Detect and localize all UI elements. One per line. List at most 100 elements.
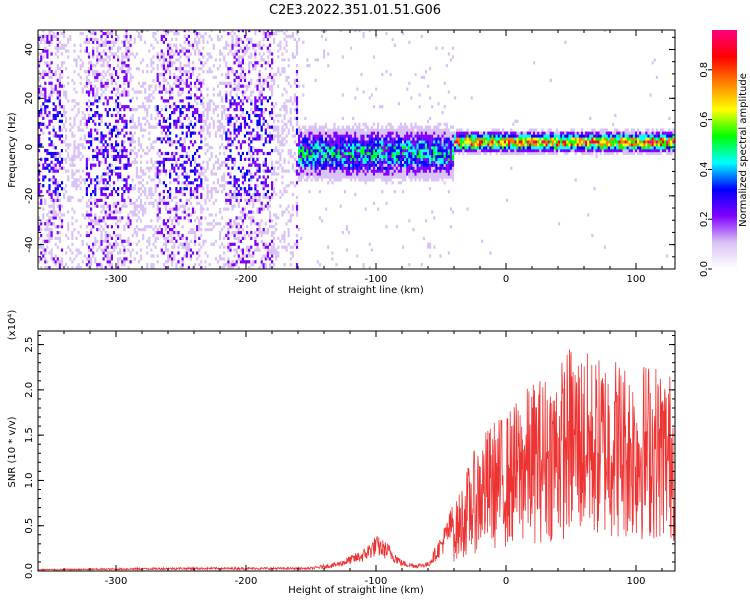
heatmap-cell [167, 239, 170, 243]
heatmap-cell [298, 163, 301, 167]
heatmap-cell [58, 40, 61, 44]
heatmap-cell [289, 166, 292, 170]
heatmap-cell [229, 245, 232, 249]
heatmap-cell [256, 149, 259, 153]
heatmap-cell [46, 233, 49, 238]
heatmap-cell [117, 236, 120, 240]
heatmap-cell [175, 207, 178, 211]
heatmap-cell [194, 81, 197, 85]
heatmap-cell [102, 204, 105, 208]
heatmap-cell [343, 169, 346, 173]
heatmap-cell [256, 131, 259, 135]
heatmap-cell [54, 169, 57, 173]
heatmap-cell [248, 187, 251, 191]
heatmap-cell [397, 172, 400, 176]
heatmap-cell [179, 111, 182, 115]
heatmap-cell [112, 43, 116, 47]
heatmap-cell [273, 81, 276, 85]
heatmap-cell [246, 99, 249, 103]
heatmap-cell [339, 146, 342, 150]
heatmap-cell [194, 96, 197, 100]
heatmap-cell [262, 228, 265, 232]
heatmap-cell [164, 239, 168, 243]
heatmap-cell [198, 222, 201, 226]
heatmap-cell [202, 70, 205, 74]
heatmap-cell [214, 154, 217, 159]
heatmap-cell [275, 213, 278, 217]
heatmap-cell [381, 125, 384, 129]
heatmap-cell [202, 55, 205, 59]
heatmap-cell [85, 125, 88, 129]
heatmap-cell [316, 151, 319, 156]
heatmap-cell [48, 187, 51, 191]
heatmap-cell [65, 157, 68, 161]
heatmap-cell [106, 154, 109, 159]
heatmap-cell [65, 40, 68, 44]
heatmap-cell [370, 160, 373, 164]
heatmap-cell [110, 81, 113, 85]
heatmap-cell [318, 131, 321, 135]
heatmap-cell [239, 154, 242, 159]
heatmap-cell [231, 263, 234, 267]
heatmap-cell [239, 113, 242, 118]
heatmap-cell [329, 163, 332, 167]
heatmap-cell [81, 116, 84, 120]
heatmap-cell [167, 236, 170, 240]
heatmap-cell [248, 163, 251, 167]
heatmap-cell [104, 37, 107, 41]
heatmap-cell [158, 216, 161, 220]
heatmap-cell [316, 134, 319, 138]
heatmap-cell [210, 172, 213, 176]
heatmap-cell [293, 81, 296, 85]
heatmap-cell [275, 242, 278, 246]
heatmap-cell [131, 137, 134, 141]
heatmap-cell [148, 137, 151, 141]
heatmap-cell [54, 116, 57, 120]
heatmap-cell [246, 131, 249, 135]
heatmap-cell [123, 93, 126, 97]
heatmap-cell [129, 163, 132, 167]
heatmap-cell [44, 93, 47, 97]
heatmap-cell [258, 108, 261, 112]
heatmap-cell [241, 30, 244, 33]
heatmap-cell [185, 64, 188, 68]
heatmap-cell [129, 99, 132, 103]
heatmap-cell [304, 131, 307, 135]
heatmap-cell [44, 61, 47, 65]
heatmap-cell [356, 169, 359, 173]
heatmap-cell [335, 134, 338, 138]
heatmap-cell [135, 231, 138, 235]
heatmap-cell [115, 52, 118, 56]
heatmap-cell [96, 131, 99, 135]
heatmap-cell [129, 131, 132, 135]
heatmap-cell [250, 175, 253, 179]
heatmap-cell [148, 149, 151, 153]
heatmap-cell [52, 190, 55, 194]
heatmap-cell [219, 151, 222, 156]
heatmap-cell [191, 113, 195, 118]
heatmap-cell [241, 228, 244, 232]
heatmap-cell [318, 146, 321, 150]
heatmap-cell [94, 257, 97, 261]
heatmap-cell [310, 137, 313, 141]
heatmap-cell [250, 210, 253, 214]
heatmap-cell [131, 178, 134, 182]
heatmap-cell [225, 40, 228, 44]
heatmap-cell [287, 87, 290, 91]
heatmap-cell [204, 32, 207, 36]
heatmap-cell [223, 111, 226, 115]
heatmap-cell [206, 149, 209, 153]
heatmap-cell [110, 154, 113, 159]
heatmap-cell [298, 128, 301, 132]
heatmap-cell [56, 111, 59, 115]
heatmap-cell [314, 134, 317, 138]
heatmap-cell [283, 58, 286, 62]
heatmap-cell [241, 40, 244, 44]
heatmap-cell [354, 128, 357, 132]
heatmap-cell [397, 166, 400, 170]
heatmap-cell [196, 187, 199, 191]
heatmap-cell [312, 134, 315, 138]
heatmap-cell [181, 242, 184, 246]
heatmap-cell [56, 160, 59, 164]
heatmap-cell [46, 49, 49, 53]
